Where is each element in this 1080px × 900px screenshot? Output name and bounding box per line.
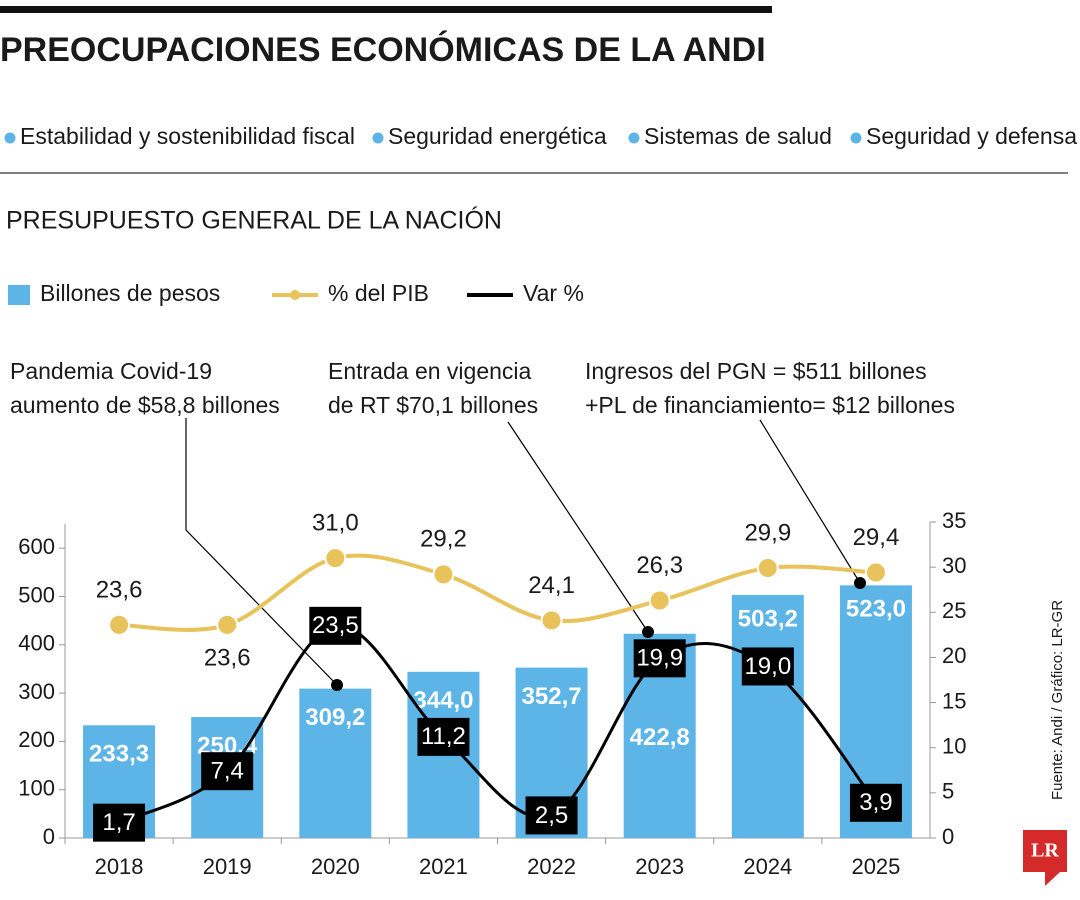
value-box — [93, 803, 146, 842]
annotation: Ingresos del PGN = $511 billones — [585, 358, 927, 384]
y-tick-label: 300 — [18, 679, 55, 704]
y2-tick-label: 35 — [942, 508, 966, 533]
chart-title: PRESUPUESTO GENERAL DE LA NACIÓN — [6, 206, 502, 235]
y-tick-label: 200 — [18, 727, 55, 752]
y2-tick-label: 25 — [942, 598, 966, 623]
line-value-label: 11,2 — [421, 723, 466, 750]
line-value-label: 19,0 — [744, 653, 791, 680]
topic: Sistemas de salud — [644, 123, 832, 149]
line-value-label: 3,9 — [859, 789, 892, 816]
line-value-label: 23,5 — [312, 612, 359, 639]
topic: Seguridad y defensa — [866, 123, 1077, 149]
y-tick-label: 400 — [18, 631, 55, 656]
y2-tick-label: 0 — [942, 824, 954, 849]
point — [648, 589, 671, 612]
line-value-label: 23,6 — [96, 576, 143, 603]
x-tick-label: 2021 — [419, 854, 468, 879]
point — [432, 563, 455, 586]
y-tick-label: 0 — [43, 824, 55, 849]
x-tick-label: 2018 — [95, 854, 144, 879]
top-rule — [0, 6, 772, 13]
point — [108, 613, 131, 636]
point — [540, 609, 563, 632]
annotation: aumento de $58,8 billones — [10, 392, 280, 418]
y2-tick-label: 30 — [942, 553, 966, 578]
x-tick-label: 2020 — [311, 854, 360, 879]
x-tick-label: 2023 — [635, 854, 684, 879]
bar-value-label: 422,8 — [630, 724, 690, 751]
point — [216, 613, 239, 636]
x-tick-label: 2025 — [851, 854, 900, 879]
topic: Seguridad energética — [388, 123, 607, 149]
line-value-label: 1,7 — [102, 809, 135, 836]
annotation-leader — [185, 418, 338, 686]
bar-value-label: 309,2 — [305, 704, 365, 731]
line-value-label: 31,0 — [312, 509, 359, 536]
annotation-leader — [507, 421, 649, 633]
legend-dot — [290, 290, 300, 300]
source: Fuente: Andi / Gráfico: LR-GR — [1049, 600, 1066, 800]
line-value-label: 24,1 — [528, 572, 575, 599]
bar-value-label: 233,3 — [89, 741, 149, 768]
annotation: Entrada en vigencia — [328, 358, 532, 384]
line-value-label: 23,6 — [204, 644, 251, 671]
value-box — [849, 783, 902, 822]
topic-bullet — [4, 132, 16, 144]
legend-label: Var % — [523, 280, 584, 306]
logo-box — [1023, 830, 1067, 872]
value-box — [525, 796, 578, 835]
topic-bullet — [372, 132, 384, 144]
bar-value-label: 344,0 — [413, 687, 473, 714]
line-value-label: 26,3 — [636, 552, 683, 579]
value-box — [417, 717, 470, 756]
legend-label: % del PIB — [328, 280, 429, 306]
y2-tick-label: 15 — [942, 688, 966, 713]
value-box — [309, 606, 362, 645]
bar-value-label: 352,7 — [522, 683, 582, 710]
annotation: +PL de financiamiento= $12 billones — [585, 392, 955, 418]
legend-label: Billones de pesos — [40, 280, 220, 306]
line-value-label: 29,2 — [420, 526, 467, 553]
line — [119, 553, 877, 632]
page-title: PREOCUPACIONES ECONÓMICAS DE LA ANDI — [0, 31, 766, 69]
annotation-dot — [642, 626, 654, 638]
topic: Estabilidad y sostenibilidad fiscal — [20, 123, 355, 149]
x-tick-label: 2022 — [527, 854, 576, 879]
logo: LR — [1031, 840, 1059, 862]
bar-value-label: 523,0 — [846, 596, 906, 623]
bar — [299, 688, 372, 838]
value-box — [633, 639, 686, 678]
annotation-dot — [854, 577, 866, 589]
x-tick-label: 2019 — [203, 854, 252, 879]
y-tick-label: 500 — [18, 582, 55, 607]
line-value-label: 29,4 — [853, 524, 900, 551]
bar — [731, 594, 804, 838]
line-value-label: 19,9 — [636, 645, 683, 672]
annotation-dot — [331, 679, 343, 691]
annotation-leader — [759, 419, 861, 584]
point — [864, 561, 887, 584]
y2-tick-label: 10 — [942, 734, 966, 759]
y2-tick-label: 5 — [942, 779, 954, 804]
value-box — [741, 647, 794, 686]
bar-value-label: 503,2 — [738, 605, 798, 632]
point — [324, 547, 347, 570]
line-value-label: 29,9 — [744, 519, 791, 546]
legend-swatch — [8, 285, 30, 305]
topic-bullet — [628, 132, 640, 144]
line-value-label: 2,5 — [535, 802, 568, 829]
value-box — [201, 752, 254, 791]
x-tick-label: 2024 — [743, 854, 792, 879]
line-value-label: 7,4 — [211, 758, 244, 785]
y-tick-label: 600 — [18, 534, 55, 559]
source-group: Fuente: Andi / Gráfico: LR-GR — [1049, 600, 1066, 800]
logo-tail — [1045, 872, 1060, 886]
y2-tick-label: 20 — [942, 643, 966, 668]
y-tick-label: 100 — [18, 776, 55, 801]
topic-bullet — [850, 132, 862, 144]
annotation: de RT $70,1 billones — [328, 392, 538, 418]
point — [756, 557, 779, 580]
annotation: Pandemia Covid-19 — [10, 358, 212, 384]
